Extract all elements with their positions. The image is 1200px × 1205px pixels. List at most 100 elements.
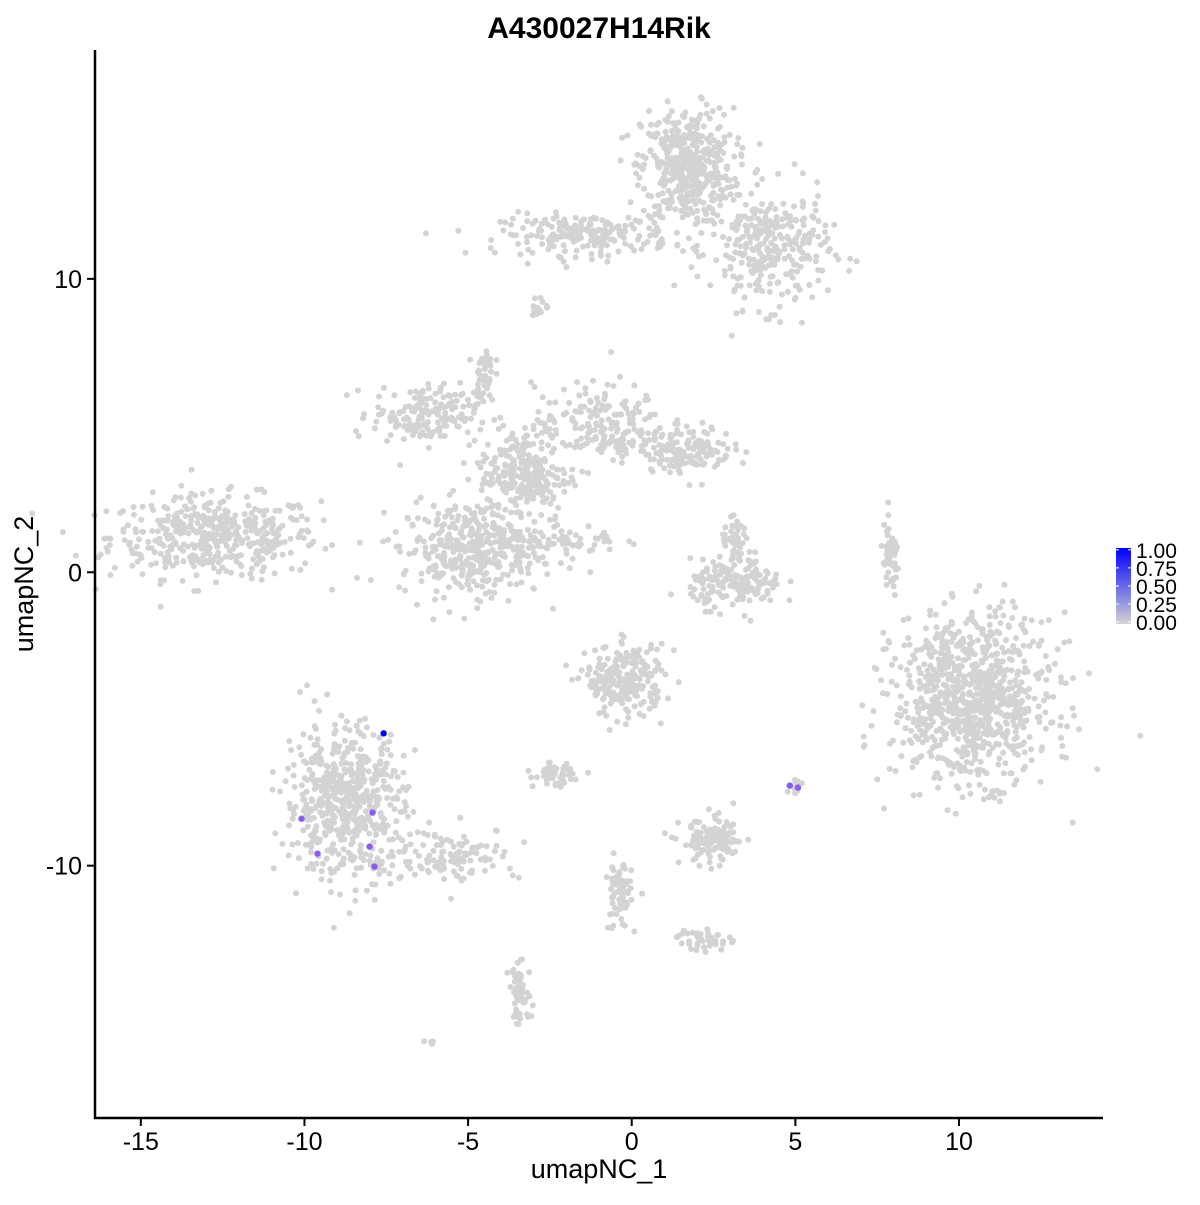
cell-point bbox=[868, 722, 875, 729]
cell-point bbox=[396, 410, 403, 417]
cell-point bbox=[172, 528, 179, 535]
cell-point bbox=[136, 551, 143, 558]
cell-point bbox=[536, 457, 542, 464]
cell-point bbox=[732, 579, 739, 586]
cell-point bbox=[591, 427, 598, 434]
cell-point bbox=[657, 720, 664, 727]
cell-point bbox=[572, 482, 579, 489]
cell-point bbox=[752, 169, 759, 176]
cell-point bbox=[217, 518, 224, 525]
cell-point bbox=[648, 121, 654, 128]
cell-point bbox=[1000, 694, 1007, 701]
cell-point bbox=[710, 846, 717, 853]
cell-point bbox=[193, 542, 199, 549]
cell-point bbox=[682, 201, 689, 208]
cell-point bbox=[1021, 658, 1028, 665]
cell-point bbox=[425, 381, 432, 387]
cell-point bbox=[329, 586, 336, 593]
cell-point bbox=[547, 239, 554, 246]
cell-point bbox=[580, 243, 586, 250]
cell-point bbox=[927, 607, 934, 614]
cell-point bbox=[128, 546, 135, 553]
cell-point bbox=[703, 157, 710, 164]
cell-point bbox=[1062, 680, 1069, 687]
cell-point bbox=[641, 662, 648, 669]
cell-point bbox=[933, 624, 940, 631]
cell-point bbox=[738, 153, 745, 159]
cell-point bbox=[557, 560, 564, 567]
cell-point bbox=[194, 511, 201, 518]
cell-point bbox=[486, 392, 493, 399]
cell-point bbox=[513, 1020, 520, 1027]
cell-point bbox=[235, 524, 242, 531]
cell-point bbox=[1064, 723, 1071, 730]
cell-point bbox=[233, 558, 240, 565]
cell-point bbox=[457, 379, 464, 386]
cell-point bbox=[897, 693, 904, 700]
cell-point bbox=[975, 637, 981, 644]
cell-point bbox=[515, 448, 522, 455]
cell-point bbox=[984, 710, 991, 717]
cell-point bbox=[316, 836, 323, 843]
cell-point bbox=[647, 690, 654, 697]
cell-point bbox=[569, 477, 576, 484]
cell-point bbox=[993, 657, 1000, 664]
cell-point bbox=[407, 831, 413, 838]
cell-point bbox=[651, 152, 658, 159]
cell-point bbox=[545, 442, 552, 449]
cell-point bbox=[483, 529, 490, 536]
cell-point bbox=[798, 255, 805, 262]
cell-point bbox=[560, 258, 567, 265]
cell-point bbox=[467, 586, 474, 593]
cell-point bbox=[941, 700, 948, 707]
cell-point bbox=[541, 773, 547, 780]
cell-point bbox=[714, 177, 721, 183]
cell-point bbox=[979, 720, 986, 727]
cell-point bbox=[445, 584, 452, 591]
cell-point bbox=[764, 254, 771, 261]
cell-point bbox=[572, 214, 579, 221]
cell-point bbox=[553, 474, 560, 481]
cell-point bbox=[545, 470, 551, 477]
cell-point bbox=[890, 583, 897, 590]
cell-point bbox=[1012, 677, 1019, 684]
cell-point bbox=[573, 247, 580, 254]
cell-point bbox=[445, 544, 452, 551]
cell-point bbox=[700, 123, 707, 130]
cell-point bbox=[560, 411, 567, 418]
cell-point bbox=[353, 865, 360, 872]
cell-point bbox=[359, 794, 366, 801]
cell-point bbox=[1000, 612, 1007, 619]
cell-point bbox=[893, 682, 900, 689]
cell-point bbox=[1036, 713, 1043, 720]
cell-point bbox=[689, 142, 696, 148]
cell-point bbox=[767, 273, 774, 280]
cell-point bbox=[794, 268, 801, 275]
cell-point bbox=[295, 855, 302, 862]
cell-point bbox=[269, 769, 276, 775]
cell-point bbox=[891, 560, 898, 567]
cell-point bbox=[686, 482, 693, 489]
cell-point bbox=[984, 685, 990, 692]
cell-point bbox=[963, 699, 970, 706]
cell-point bbox=[215, 549, 222, 556]
cell-point bbox=[450, 487, 457, 494]
cell-point bbox=[1005, 685, 1012, 692]
cell-point bbox=[659, 446, 666, 453]
cell-point bbox=[477, 536, 484, 543]
cell-point bbox=[626, 681, 633, 688]
cell-point bbox=[612, 438, 619, 445]
cell-point bbox=[592, 215, 599, 222]
cell-point bbox=[701, 429, 708, 435]
cell-point bbox=[484, 441, 491, 448]
cell-point bbox=[308, 540, 315, 547]
cell-point bbox=[604, 258, 611, 265]
cell-point bbox=[696, 862, 703, 869]
cell-point bbox=[525, 544, 532, 551]
cell-point bbox=[272, 507, 279, 514]
cell-point bbox=[679, 214, 686, 221]
cell-point bbox=[414, 601, 420, 608]
cell-point bbox=[265, 541, 271, 548]
cell-point bbox=[724, 845, 731, 852]
cell-point bbox=[658, 236, 665, 243]
